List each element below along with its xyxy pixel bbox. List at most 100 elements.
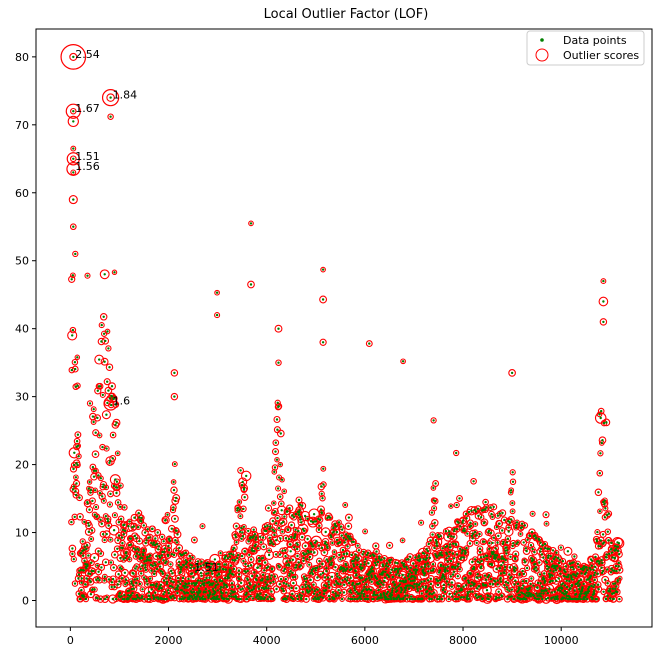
data-point <box>171 586 174 589</box>
data-point <box>129 543 132 546</box>
data-point <box>98 358 101 361</box>
data-point <box>477 595 481 598</box>
data-point <box>429 586 432 589</box>
data-point <box>552 596 555 599</box>
data-point <box>545 564 549 568</box>
data-point <box>94 431 97 434</box>
data-point <box>397 584 400 588</box>
outlier-score-circle <box>71 358 79 366</box>
data-point <box>534 562 537 566</box>
data-point <box>359 563 363 566</box>
data-point <box>185 583 188 586</box>
data-point <box>304 544 307 548</box>
data-point <box>89 572 92 576</box>
data-point <box>184 551 187 555</box>
data-point <box>464 551 467 554</box>
outlier-score-circle <box>431 497 439 505</box>
data-point <box>371 566 374 570</box>
data-point <box>553 564 556 568</box>
outlier-score-circle <box>70 556 77 563</box>
data-point <box>606 514 609 517</box>
data-point <box>317 544 320 547</box>
outlier-score-circle <box>74 354 81 361</box>
outlier-score-circle <box>106 93 115 102</box>
data-point <box>190 572 194 575</box>
data-point <box>244 571 247 574</box>
data-point <box>464 576 467 580</box>
data-point <box>361 566 364 569</box>
outlier-score-circle <box>456 566 463 573</box>
data-point <box>170 569 173 573</box>
data-point <box>265 587 268 590</box>
data-point <box>288 564 291 567</box>
data-point <box>279 577 283 581</box>
data-point <box>247 540 250 543</box>
data-point <box>196 560 200 563</box>
data-point <box>86 564 89 568</box>
data-point <box>535 536 538 539</box>
data-point <box>182 584 185 588</box>
data-point <box>350 553 353 557</box>
data-point <box>512 566 516 569</box>
data-point <box>536 594 540 597</box>
data-point <box>166 589 170 592</box>
outlier-score-circle <box>86 400 94 407</box>
data-point <box>216 574 219 577</box>
data-point <box>308 563 311 566</box>
data-point <box>537 597 541 600</box>
outlier-score-circle <box>616 595 623 603</box>
data-point <box>519 532 522 536</box>
data-point <box>185 560 189 564</box>
data-point <box>142 553 145 557</box>
data-point <box>308 589 311 592</box>
data-point <box>199 571 203 575</box>
data-point <box>210 563 214 566</box>
outlier-score-circle <box>273 415 281 424</box>
data-point <box>514 526 518 529</box>
data-point <box>352 540 355 544</box>
outlier-score-circle <box>88 526 96 534</box>
data-point <box>213 558 217 561</box>
data-point <box>365 588 369 592</box>
data-point <box>114 597 118 601</box>
data-point <box>492 536 495 539</box>
outlier-score-circle <box>310 535 322 547</box>
data-point <box>376 593 379 597</box>
outlier-score-circle <box>337 523 345 530</box>
data-point <box>256 547 260 550</box>
outlier-score-circle <box>106 501 114 508</box>
data-point <box>593 571 597 574</box>
data-point <box>301 590 304 594</box>
data-point <box>232 553 235 556</box>
data-point <box>509 491 512 494</box>
data-point <box>98 385 102 388</box>
data-point <box>227 597 230 601</box>
y-tick-label: 80 <box>15 51 29 64</box>
data-point <box>319 573 322 576</box>
data-point <box>107 524 110 527</box>
data-point <box>533 551 536 554</box>
data-point <box>296 597 299 601</box>
outlier-score-circle <box>485 527 493 535</box>
data-point <box>284 577 287 581</box>
data-point <box>104 561 108 564</box>
data-point <box>105 596 109 599</box>
data-point <box>488 541 491 545</box>
data-point <box>524 561 527 564</box>
data-point <box>186 585 189 589</box>
outlier-score-circle <box>281 488 288 495</box>
data-point <box>245 597 249 601</box>
data-point <box>114 478 117 481</box>
data-point <box>238 530 242 533</box>
data-point <box>326 545 329 549</box>
outlier-score-circle <box>141 547 147 554</box>
data-point <box>483 574 487 577</box>
outlier-score-circle <box>596 469 604 477</box>
data-point <box>278 553 282 556</box>
outlier-score-circle <box>87 567 96 575</box>
data-point <box>253 571 256 574</box>
data-point <box>103 579 106 582</box>
data-point <box>582 565 586 568</box>
data-point <box>467 510 471 514</box>
data-point <box>357 549 361 552</box>
